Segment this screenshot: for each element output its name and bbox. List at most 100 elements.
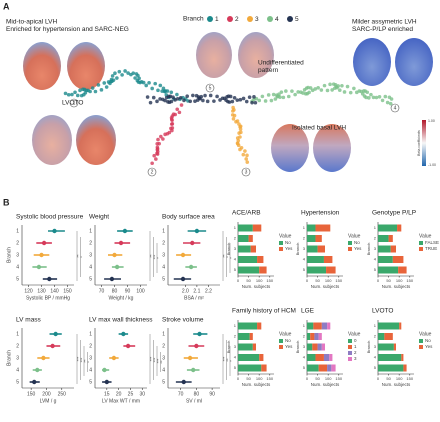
bar-segment xyxy=(378,322,400,330)
y-tick-label: 4 xyxy=(162,367,165,373)
bar-segment xyxy=(326,266,336,274)
cell-point xyxy=(150,86,154,91)
x-tick-label: 0 xyxy=(377,376,380,381)
cell-point xyxy=(250,100,254,105)
cell-point xyxy=(336,84,340,88)
cell-point xyxy=(253,100,258,105)
point-estimate xyxy=(191,367,196,373)
legend-label: 3 xyxy=(354,356,357,361)
x-tick-label: 50 xyxy=(386,376,391,381)
cell-point xyxy=(271,92,276,97)
point-estimate xyxy=(125,343,131,349)
point-estimate xyxy=(111,355,117,361)
y-tick-label: 3 xyxy=(89,355,92,361)
cell-point xyxy=(147,81,151,85)
point-estimate xyxy=(32,379,37,385)
bar-segment xyxy=(327,364,332,372)
y-tick-label: 4 xyxy=(16,264,19,270)
legend-swatch xyxy=(348,345,352,349)
y-tick-label: 4 xyxy=(374,355,377,360)
cell-point xyxy=(75,93,80,98)
bar-segment xyxy=(307,364,319,372)
point-estimate xyxy=(41,355,46,361)
cell-point xyxy=(277,92,281,96)
legend-swatch xyxy=(419,247,423,251)
y-tick-label: 4 xyxy=(89,367,92,373)
y-tick-label: 2 xyxy=(303,236,306,241)
legend-swatch xyxy=(348,357,352,361)
y-tick-label: 5 xyxy=(374,365,377,370)
y-tick-label: 4 xyxy=(89,264,92,270)
bar-segment xyxy=(238,322,258,330)
significance-label: *** xyxy=(76,356,81,361)
x-tick-label: 20 xyxy=(116,391,122,397)
point-estimate xyxy=(102,367,107,373)
x-tick-label: 150 xyxy=(335,278,342,283)
point-estimate xyxy=(52,228,57,234)
bar-segment xyxy=(323,256,333,263)
cell-point xyxy=(145,95,150,99)
y-tick-label: 3 xyxy=(374,344,377,349)
y-tick-label: 1 xyxy=(374,225,377,230)
cell-point xyxy=(102,81,107,85)
bar-segment xyxy=(314,333,319,340)
significance-label: * xyxy=(79,256,84,258)
x-axis-title: LVM / g xyxy=(40,398,57,404)
y-tick-label: 3 xyxy=(16,252,19,258)
cell-point xyxy=(79,93,84,98)
y-tick-label: 3 xyxy=(234,246,237,251)
point-estimate xyxy=(187,355,193,361)
cell-point xyxy=(244,99,249,104)
cell-point xyxy=(316,85,320,90)
point-estimate xyxy=(114,264,120,270)
cell-point xyxy=(322,83,327,88)
bar-segment xyxy=(378,364,404,372)
y-axis-title: Branch xyxy=(226,243,231,256)
y-tick-label: 5 xyxy=(303,365,306,370)
legend-label: No xyxy=(354,240,360,245)
y-tick-label: 2 xyxy=(162,343,165,349)
cell-point xyxy=(374,95,379,100)
cell-point xyxy=(150,161,154,166)
cell-point xyxy=(325,88,330,93)
bar-segment xyxy=(259,354,264,361)
x-tick-label: 80 xyxy=(194,391,200,397)
plot-title: Hypertension xyxy=(301,210,340,217)
y-tick-label: 3 xyxy=(303,344,306,349)
cell-point xyxy=(182,98,186,103)
cell-point xyxy=(155,146,160,151)
cell-point xyxy=(266,93,271,97)
cell-point xyxy=(175,96,180,101)
bar-segment xyxy=(238,354,260,361)
cell-point xyxy=(135,78,140,83)
annotation: SARC-P/LP enriched xyxy=(352,26,413,33)
legend-swatch xyxy=(247,16,253,22)
x-tick-label: 2.2 xyxy=(205,288,212,294)
cell-point xyxy=(163,132,167,137)
bar-segment xyxy=(307,333,311,340)
point-estimate xyxy=(53,331,58,337)
legend-label: 1 xyxy=(215,16,219,23)
x-tick-label: 250 xyxy=(58,391,67,397)
cell-point xyxy=(308,86,313,90)
cell-point xyxy=(330,88,334,92)
cell-point xyxy=(279,90,284,94)
cell-point xyxy=(231,105,235,110)
y-tick-label: 4 xyxy=(162,264,165,270)
cell-point xyxy=(199,94,204,99)
cell-point xyxy=(193,99,197,104)
point-estimate xyxy=(39,252,44,258)
x-tick-label: 0 xyxy=(377,278,380,283)
cell-point xyxy=(278,95,282,99)
x-tick-label: 90 xyxy=(209,391,215,397)
x-tick-label: 50 xyxy=(315,278,320,283)
cell-point xyxy=(293,92,297,97)
significance-label: * xyxy=(229,360,234,362)
cell-point xyxy=(301,91,305,95)
cell-point xyxy=(371,95,376,100)
branch-marker-label: 2 xyxy=(151,170,154,176)
bar-segment xyxy=(327,322,331,330)
legend-swatch xyxy=(348,247,352,251)
point-estimate xyxy=(118,240,124,246)
